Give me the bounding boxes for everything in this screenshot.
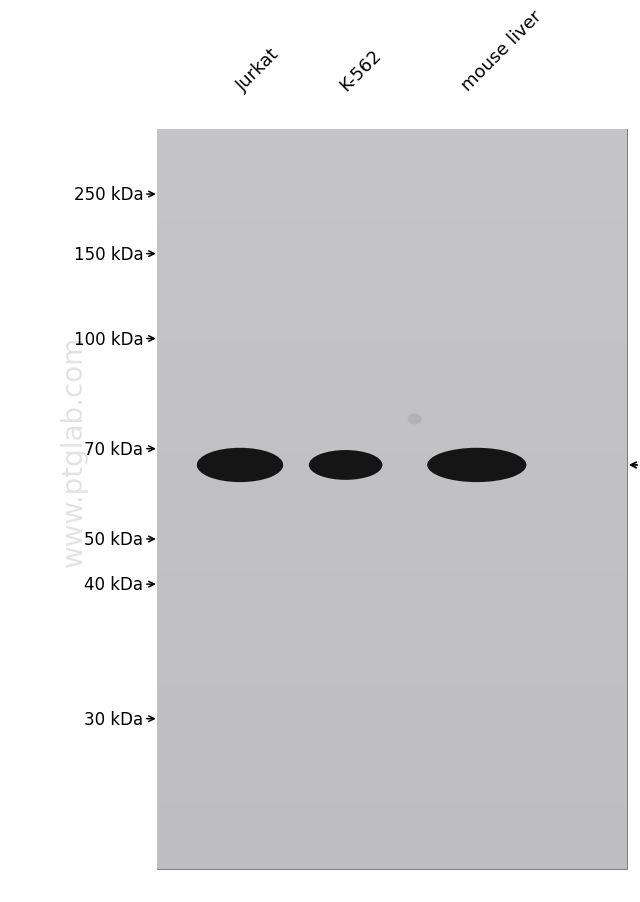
Bar <box>157 342 627 352</box>
Bar <box>157 222 627 232</box>
Text: 150 kDa: 150 kDa <box>74 245 143 263</box>
Bar <box>157 675 627 684</box>
Bar <box>157 777 627 786</box>
Bar <box>157 610 627 620</box>
Bar <box>157 490 627 500</box>
Text: mouse liver: mouse liver <box>458 7 545 95</box>
Bar <box>157 453 627 463</box>
Bar <box>157 130 627 139</box>
Bar <box>157 232 627 241</box>
Bar <box>157 352 627 361</box>
Bar <box>157 463 627 472</box>
Bar <box>157 379 627 389</box>
Bar <box>157 786 627 795</box>
Bar <box>157 851 627 860</box>
Bar <box>157 444 627 453</box>
Bar <box>157 740 627 749</box>
Bar <box>157 804 627 814</box>
Bar <box>157 536 627 546</box>
Bar <box>157 324 627 333</box>
Bar <box>157 767 627 777</box>
Bar <box>157 721 627 730</box>
Bar <box>157 592 627 601</box>
Bar <box>157 620 627 629</box>
Bar <box>157 712 627 721</box>
Bar <box>157 795 627 804</box>
Bar <box>157 278 627 287</box>
Text: 100 kDa: 100 kDa <box>74 330 143 348</box>
Bar <box>157 361 627 370</box>
Bar <box>157 176 627 185</box>
Bar <box>157 259 627 269</box>
Bar <box>157 426 627 435</box>
Text: K-562: K-562 <box>336 46 385 95</box>
Bar <box>157 601 627 610</box>
Bar <box>157 398 627 407</box>
Bar <box>157 407 627 416</box>
Bar <box>157 832 627 841</box>
Text: 250 kDa: 250 kDa <box>74 186 143 204</box>
Bar <box>157 296 627 306</box>
Ellipse shape <box>428 448 526 483</box>
Bar <box>157 629 627 638</box>
Text: 30 kDa: 30 kDa <box>84 710 143 728</box>
Bar <box>157 666 627 675</box>
Bar <box>157 241 627 250</box>
Bar <box>157 583 627 592</box>
Bar <box>157 823 627 832</box>
Bar <box>157 204 627 213</box>
Bar <box>157 158 627 167</box>
Bar <box>157 684 627 693</box>
Bar <box>157 250 627 259</box>
Bar <box>157 703 627 712</box>
Bar <box>157 638 627 647</box>
Bar <box>157 269 627 278</box>
Ellipse shape <box>197 448 283 483</box>
Text: 40 kDa: 40 kDa <box>84 575 143 594</box>
Bar <box>157 472 627 481</box>
Bar <box>157 730 627 740</box>
Bar <box>157 416 627 426</box>
Bar <box>157 389 627 398</box>
Bar <box>157 306 627 315</box>
Bar <box>157 287 627 296</box>
Bar <box>157 546 627 555</box>
Ellipse shape <box>408 414 422 425</box>
Bar <box>157 860 627 869</box>
Bar <box>157 481 627 490</box>
Bar <box>157 509 627 518</box>
Bar <box>157 213 627 222</box>
Bar <box>157 758 627 767</box>
Bar <box>157 814 627 823</box>
Bar <box>157 657 627 666</box>
Text: Jurkat: Jurkat <box>234 45 284 95</box>
Bar <box>157 573 627 583</box>
Bar <box>157 647 627 657</box>
Bar <box>157 749 627 758</box>
Bar <box>157 500 627 509</box>
Bar <box>157 185 627 195</box>
Bar <box>157 527 627 536</box>
Bar <box>157 564 627 573</box>
Bar <box>157 841 627 851</box>
Bar <box>157 435 627 444</box>
Bar <box>157 139 627 148</box>
Bar <box>157 195 627 204</box>
Bar <box>157 148 627 158</box>
Bar <box>157 315 627 324</box>
Bar <box>157 167 627 176</box>
Text: 50 kDa: 50 kDa <box>84 530 143 548</box>
Text: 70 kDa: 70 kDa <box>84 440 143 458</box>
Text: www.ptglab.com: www.ptglab.com <box>60 336 88 566</box>
Bar <box>157 370 627 379</box>
Bar <box>157 130 627 869</box>
Ellipse shape <box>309 451 383 480</box>
Bar <box>157 555 627 564</box>
Bar <box>157 693 627 703</box>
Bar <box>157 518 627 527</box>
Bar <box>157 333 627 342</box>
